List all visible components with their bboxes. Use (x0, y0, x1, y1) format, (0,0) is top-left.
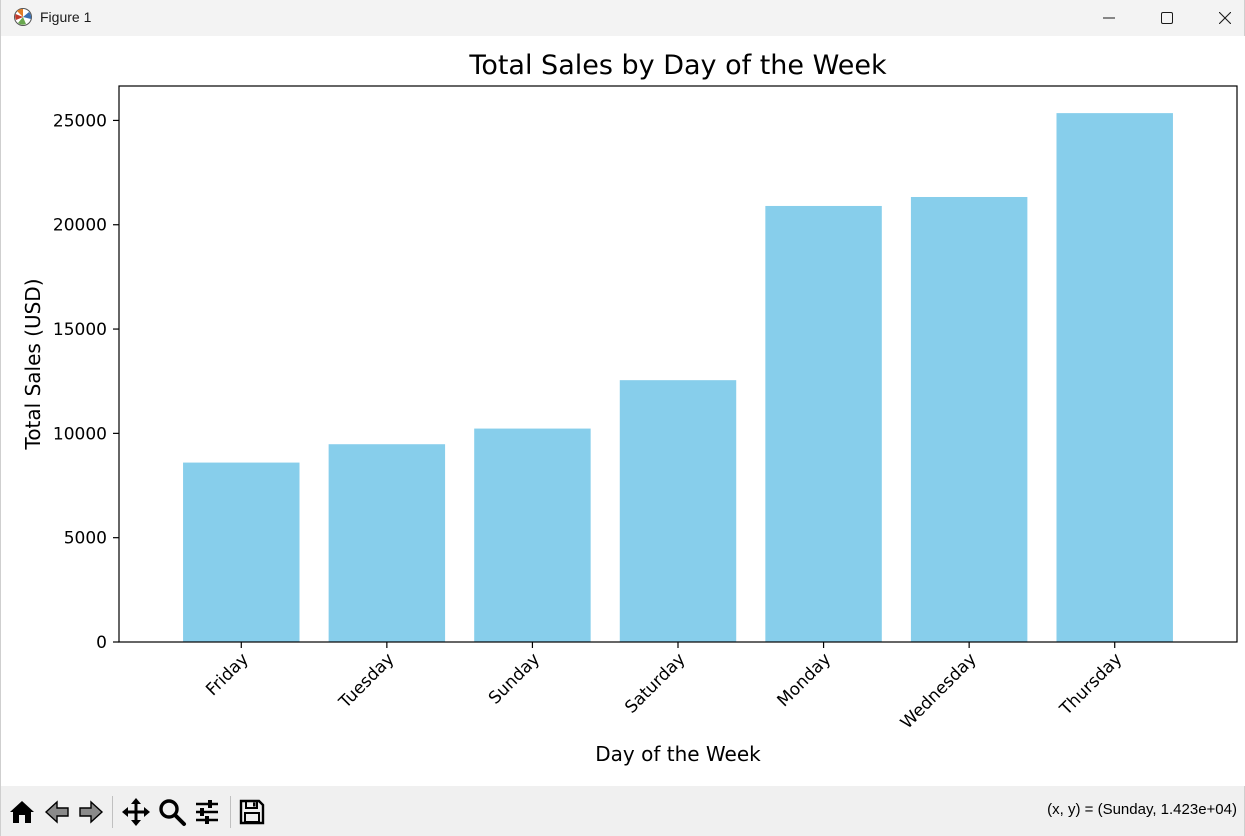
x-tick-label: Tuesday (335, 649, 399, 713)
zoom-icon (159, 799, 186, 826)
bars-layer (183, 113, 1173, 643)
y-tick-label: 25000 (53, 111, 107, 131)
back-button[interactable] (40, 795, 74, 829)
navigation-toolbar: (x, y) = (Sunday, 1.423e+04) (1, 786, 1244, 836)
toolbar-separator (112, 796, 113, 828)
toolbar-separator (230, 796, 231, 828)
configure-subplots-icon (196, 800, 218, 824)
maximize-button[interactable] (1138, 0, 1196, 36)
x-axis-ticks: Friday Tuesday Sunday Saturday Monday Wednesd… (202, 642, 1126, 733)
y-tick-label: 15000 (53, 320, 107, 340)
pan-icon (122, 798, 150, 826)
bar-friday (183, 462, 300, 642)
y-tick-label: 10000 (53, 424, 107, 444)
title-bar[interactable]: Figure 1 (1, 0, 1244, 36)
home-button[interactable] (5, 795, 39, 829)
close-button[interactable] (1196, 0, 1245, 36)
x-tick-label: Thursday (1055, 649, 1126, 720)
pan-button[interactable] (119, 795, 153, 829)
window-title: Figure 1 (40, 9, 92, 25)
x-tick-label: Wednesday (897, 649, 981, 733)
x-axis-label: Day of the Week (595, 742, 761, 766)
figure-canvas[interactable]: Total Sales by Day of the Week 0 5000 1000… (1, 36, 1245, 786)
y-axis-label: Total Sales (USD) (21, 279, 45, 451)
bar-chart: Total Sales by Day of the Week 0 5000 1000… (21, 50, 1238, 766)
cursor-coordinates: (x, y) = (Sunday, 1.423e+04) (1047, 801, 1237, 818)
bar-monday (765, 205, 882, 643)
back-arrow-icon (44, 800, 69, 824)
bar-sunday (474, 428, 591, 642)
save-button[interactable] (235, 795, 269, 829)
bar-wednesday (910, 196, 1028, 642)
axes-frame (118, 85, 1238, 643)
minimize-icon (1103, 17, 1115, 19)
chart-title: Total Sales by Day of the Week (468, 50, 887, 81)
y-axis-ticks: 0 5000 10000 15000 20000 25000 (53, 111, 119, 653)
y-tick-label: 5000 (64, 529, 107, 549)
close-icon (1219, 12, 1231, 24)
home-icon (10, 801, 34, 823)
maximize-icon (1161, 12, 1173, 24)
x-tick-label: Friday (202, 649, 253, 700)
x-tick-label: Sunday (485, 649, 544, 708)
y-tick-label: 20000 (53, 216, 107, 236)
forward-button[interactable] (74, 795, 108, 829)
x-tick-label: Saturday (621, 649, 689, 717)
bar-saturday (619, 380, 737, 642)
y-tick-label: 0 (96, 633, 107, 653)
bar-tuesday (328, 444, 446, 642)
bar-thursday (1056, 113, 1173, 642)
forward-arrow-icon (79, 800, 104, 824)
zoom-button[interactable] (155, 795, 189, 829)
minimize-button[interactable] (1080, 0, 1138, 36)
configure-subplots-button[interactable] (190, 795, 224, 829)
matplotlib-logo-icon (14, 8, 32, 26)
x-tick-label: Monday (774, 649, 836, 711)
save-icon (239, 799, 265, 825)
